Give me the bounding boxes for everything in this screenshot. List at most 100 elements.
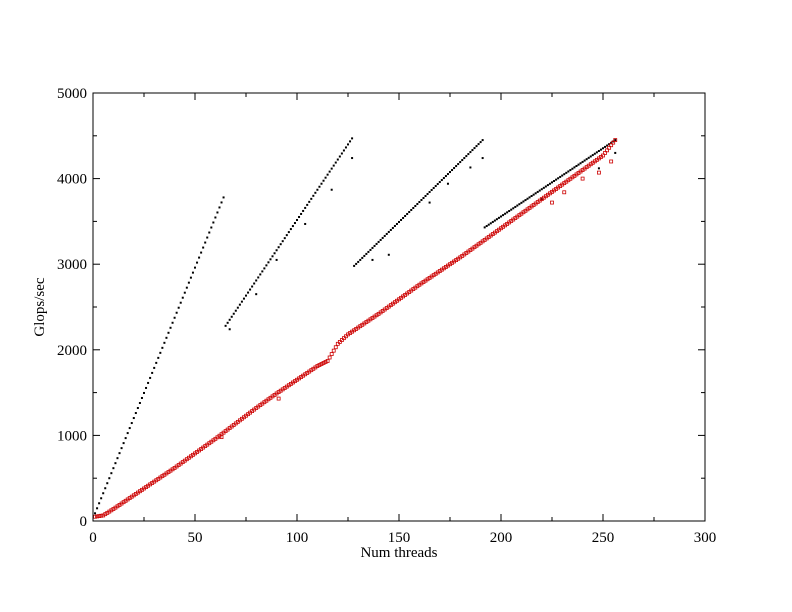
x-axis-label: Num threads (360, 545, 437, 561)
data-point-black (369, 248, 372, 251)
data-point-black (145, 386, 148, 389)
data-point-black (334, 161, 337, 164)
data-point-black (512, 207, 515, 210)
data-point-black (451, 169, 454, 172)
data-point-black (510, 208, 513, 211)
data-point-black (559, 175, 562, 178)
data-point-black (310, 197, 313, 200)
data-point-red (609, 143, 614, 148)
data-point-black (100, 497, 103, 500)
data-point-black (575, 165, 578, 168)
data-point-black (347, 143, 349, 146)
data-point-black (395, 222, 398, 225)
data-point-black (302, 209, 305, 212)
data-point-black (130, 422, 133, 425)
data-point-red (597, 170, 601, 175)
data-point-black (442, 177, 445, 180)
data-point-black (387, 230, 390, 233)
data-point-red (315, 364, 320, 368)
data-point-black (502, 214, 505, 217)
data-point-black (467, 153, 470, 156)
data-point-black (589, 155, 592, 158)
data-point-black (577, 163, 580, 166)
y-tick-label: 1000 (57, 428, 87, 444)
data-point-red (611, 140, 616, 145)
data-point-black (391, 226, 394, 229)
data-point-black (540, 188, 543, 191)
data-point-black (608, 143, 611, 146)
data-point-black (385, 232, 388, 235)
data-point-black (516, 204, 519, 207)
data-point-black (493, 219, 496, 222)
data-point-black (247, 291, 250, 294)
data-point-black (461, 159, 464, 162)
data-point-black (553, 180, 556, 183)
data-point-black (614, 151, 617, 154)
data-point-black (446, 182, 449, 185)
data-point-black (555, 178, 558, 181)
data-point-black (251, 285, 254, 288)
data-point-black (371, 258, 374, 261)
data-point-black (457, 163, 460, 166)
data-point-black (357, 260, 360, 263)
data-point-black (398, 220, 400, 223)
data-point-black (232, 312, 235, 315)
data-point-black (475, 145, 478, 148)
data-point-black (300, 212, 303, 215)
x-tick-label: 200 (490, 530, 513, 546)
data-point-black (561, 174, 564, 177)
data-point-black (179, 301, 182, 304)
data-point-black (532, 193, 535, 196)
data-point-black (579, 162, 582, 165)
data-point-black (110, 472, 113, 475)
data-point-black (520, 201, 523, 204)
data-point-black (306, 203, 309, 206)
data-point-black (540, 198, 543, 201)
data-point-black (351, 157, 354, 160)
data-point-red (99, 513, 104, 518)
data-point-black (544, 185, 547, 188)
data-point-black (422, 197, 425, 200)
y-axis-ticks: 0 1000 2000 3000 4000 5000 (57, 86, 705, 530)
data-point-black (418, 200, 421, 203)
data-point-black (245, 294, 247, 297)
data-point-black (318, 185, 321, 188)
data-point-black (557, 177, 560, 180)
data-point-black (134, 412, 137, 415)
x-axis-ticks: 0 50 100 150 200 250 300 (89, 93, 716, 546)
data-point-black (112, 467, 115, 470)
data-point-black (124, 437, 127, 440)
data-point-black (477, 143, 480, 146)
data-point-black (191, 271, 194, 274)
data-point-black (453, 167, 456, 170)
data-point-black (536, 190, 539, 193)
data-point-black (255, 279, 258, 282)
data-point-black (365, 252, 368, 255)
data-point-black (610, 141, 613, 144)
data-point-black (444, 175, 447, 178)
data-point-black (414, 204, 417, 207)
data-point-black (363, 254, 366, 257)
data-point-black (200, 251, 203, 254)
data-point-black (402, 216, 405, 219)
data-point-black (606, 144, 609, 147)
data-point-red (325, 359, 330, 363)
data-point-black (330, 167, 333, 170)
data-point-black (326, 173, 329, 176)
data-point-black (371, 246, 374, 249)
x-tick-label: 150 (388, 530, 411, 546)
data-point-black (338, 155, 341, 158)
data-point-black (151, 371, 154, 374)
data-point-red (93, 514, 97, 519)
data-point-black (261, 270, 264, 273)
data-point-black (542, 186, 545, 189)
data-point-black (275, 249, 278, 252)
data-point-red (331, 348, 336, 353)
data-point-black (546, 184, 549, 187)
data-point-black (373, 244, 376, 247)
data-point-black (210, 226, 213, 229)
data-point-black (455, 165, 458, 168)
data-point-black (406, 212, 409, 215)
data-point-black (569, 169, 572, 172)
data-point-black (361, 256, 364, 259)
